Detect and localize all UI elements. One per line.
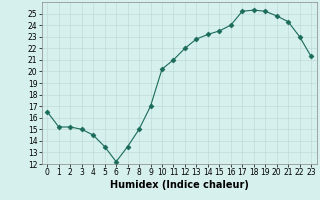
X-axis label: Humidex (Indice chaleur): Humidex (Indice chaleur): [110, 180, 249, 190]
